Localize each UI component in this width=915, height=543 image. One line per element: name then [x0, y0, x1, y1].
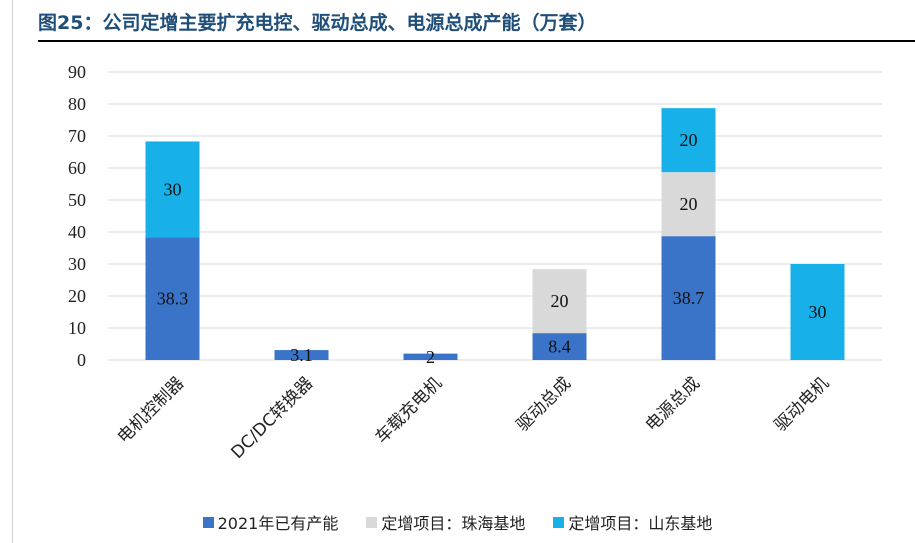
x-tick-label: DC/DC转换器: [227, 373, 317, 463]
data-label: 38.3: [157, 289, 189, 309]
x-tick-label: 车载充电机: [372, 373, 446, 447]
legend-item: 2021年已有产能: [202, 510, 339, 534]
y-tick-label: 50: [68, 190, 86, 210]
chart-title: 图25：公司定增主要扩充电控、驱动总成、电源总成产能（万套）: [38, 12, 597, 34]
data-label: 3.1: [290, 345, 313, 365]
bar-segment: [661, 172, 716, 237]
page-edge-line: [12, 0, 13, 543]
bar-segment: [532, 269, 587, 334]
x-tick-label: 电机控制器: [114, 373, 188, 447]
y-tick-label: 80: [68, 94, 86, 114]
data-label: 20: [680, 130, 698, 150]
data-label: 20: [551, 291, 569, 311]
data-label: 30: [164, 179, 182, 199]
legend-swatch: [553, 516, 565, 528]
legend-label: 定增项目：珠海基地: [381, 514, 526, 533]
bar-segment: [790, 264, 845, 360]
data-label: 2: [426, 347, 435, 367]
y-tick-label: 40: [68, 222, 86, 242]
chart-legend: 2021年已有产能 定增项目：珠海基地 定增项目：山东基地: [0, 510, 915, 534]
bar-segment: [403, 353, 458, 360]
legend-swatch: [202, 516, 214, 528]
legend-swatch: [366, 516, 378, 528]
y-tick-label: 10: [68, 318, 86, 338]
y-tick-label: 70: [68, 126, 86, 146]
legend-item: 定增项目：山东基地: [553, 510, 712, 534]
y-tick-label: 0: [77, 350, 86, 370]
bar-segment: [145, 237, 200, 360]
y-tick-label: 20: [68, 286, 86, 306]
bar-segment: [532, 333, 587, 360]
bar-segment: [661, 108, 716, 173]
y-tick-label: 60: [68, 158, 86, 178]
title-underline: [38, 40, 915, 42]
legend-label: 定增项目：山东基地: [568, 514, 713, 533]
legend-item: 定增项目：珠海基地: [366, 510, 525, 534]
x-tick-label: 驱动电机: [771, 373, 833, 435]
data-label: 30: [809, 302, 827, 322]
bar-segment: [661, 236, 716, 360]
data-label: 38.7: [673, 288, 705, 308]
y-tick-label: 30: [68, 254, 86, 274]
x-tick-label: 电源总成: [642, 373, 704, 435]
bar-segment: [145, 141, 200, 238]
x-tick-label: 驱动总成: [513, 373, 575, 435]
y-tick-label: 90: [68, 62, 86, 82]
data-label: 20: [680, 194, 698, 214]
bar-segment: [274, 350, 329, 360]
legend-label: 2021年已有产能: [217, 514, 339, 533]
data-label: 8.4: [548, 337, 571, 357]
